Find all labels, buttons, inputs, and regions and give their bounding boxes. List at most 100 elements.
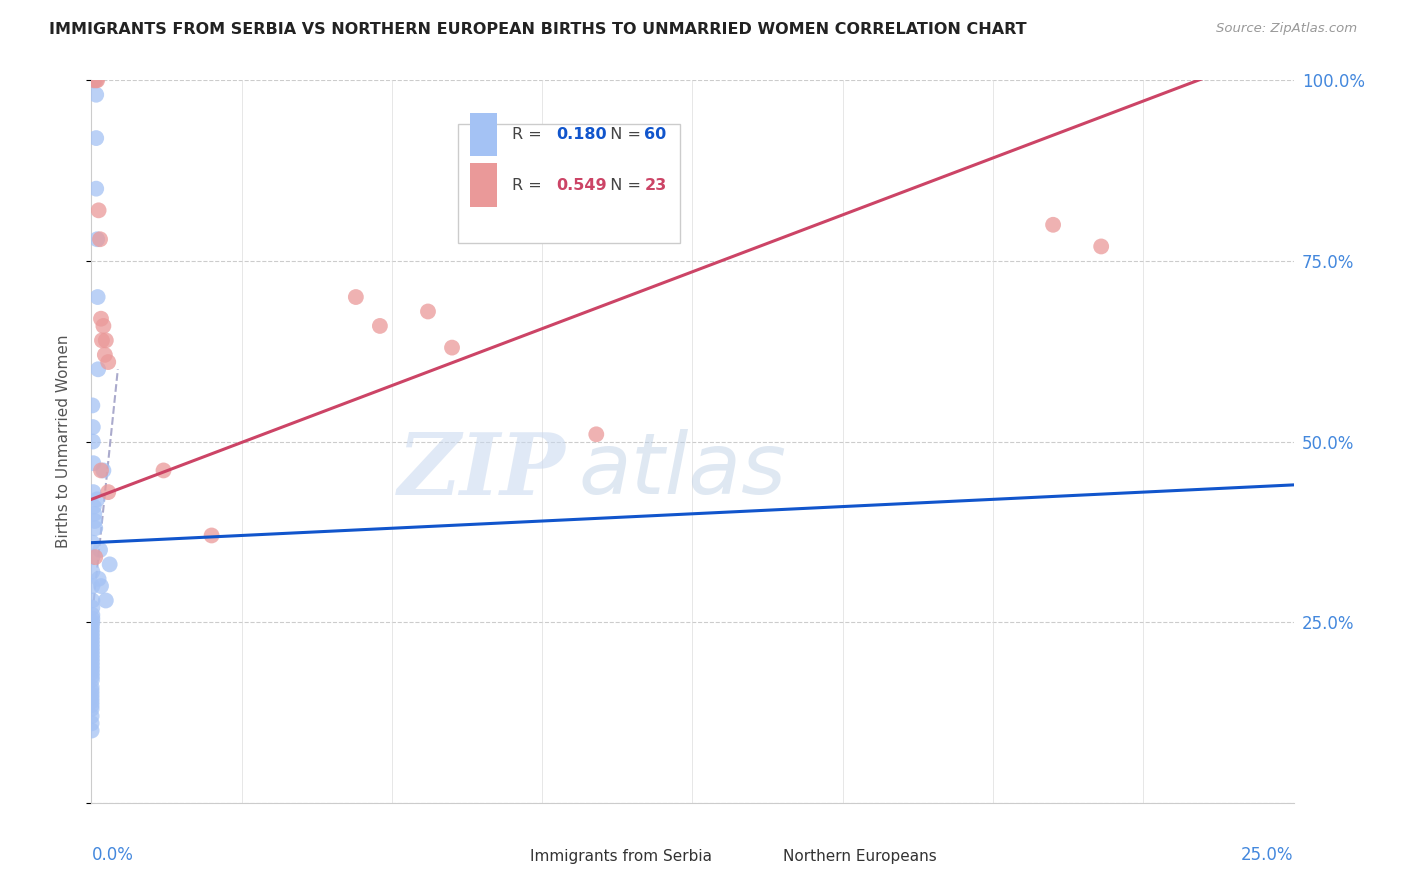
Text: 60: 60 [644, 127, 666, 142]
Point [97, 485, 120, 500]
Point [83, 73, 105, 87]
Point [82, 420, 104, 434]
Point [97, 355, 120, 369]
Text: Northern Europeans: Northern Europeans [783, 849, 936, 863]
Point [84, 182, 107, 196]
Point [80, 683, 103, 698]
Point [152, 463, 174, 477]
Point [94, 334, 117, 348]
Text: IMMIGRANTS FROM SERBIA VS NORTHERN EUROPEAN BIRTHS TO UNMARRIED WOMEN CORRELATIO: IMMIGRANTS FROM SERBIA VS NORTHERN EUROP… [49, 22, 1026, 37]
Point [84, 131, 107, 145]
Point [80, 695, 103, 709]
FancyBboxPatch shape [747, 843, 773, 870]
Point [80, 633, 103, 648]
Point [80, 630, 103, 644]
Text: 25.0%: 25.0% [1241, 847, 1294, 864]
Point [87, 203, 110, 218]
Point [84, 521, 107, 535]
Point [82, 565, 104, 579]
Text: 23: 23 [644, 178, 666, 193]
Point [91, 334, 114, 348]
Text: N =: N = [600, 178, 645, 193]
Text: R =: R = [512, 127, 547, 142]
Point [82, 615, 104, 630]
Point [82, 535, 104, 549]
Text: ZIP: ZIP [398, 429, 567, 512]
Point [82, 593, 104, 607]
Point [87, 572, 110, 586]
Point [82, 611, 104, 625]
Point [84, 550, 107, 565]
Point [80, 669, 103, 683]
Point [82, 550, 104, 565]
Point [93, 318, 115, 333]
Text: 0.549: 0.549 [557, 178, 607, 193]
Point [80, 662, 103, 676]
Point [86, 290, 108, 304]
Point [83, 73, 105, 87]
Point [80, 698, 103, 713]
Point [87, 362, 110, 376]
Point [82, 600, 104, 615]
Point [80, 691, 103, 706]
Point [82, 398, 104, 412]
Text: 0.0%: 0.0% [91, 847, 134, 864]
Point [80, 637, 103, 651]
Point [80, 648, 103, 662]
Text: Source: ZipAtlas.com: Source: ZipAtlas.com [1216, 22, 1357, 36]
Point [80, 644, 103, 658]
Point [80, 687, 103, 701]
Point [98, 558, 121, 572]
Point [83, 514, 105, 528]
Point [83, 73, 105, 87]
Point [80, 673, 103, 687]
Point [368, 318, 391, 333]
FancyBboxPatch shape [470, 112, 496, 156]
Point [84, 87, 107, 102]
Point [90, 463, 112, 477]
Point [82, 434, 104, 449]
Text: Immigrants from Serbia: Immigrants from Serbia [530, 849, 713, 863]
Point [80, 658, 103, 673]
Y-axis label: Births to Unmarried Women: Births to Unmarried Women [56, 334, 70, 549]
Point [80, 709, 103, 723]
Point [83, 73, 105, 87]
Point [1042, 218, 1064, 232]
Point [80, 640, 103, 655]
Point [82, 607, 104, 622]
Point [90, 579, 112, 593]
Point [416, 304, 439, 318]
Point [94, 348, 117, 362]
Point [90, 311, 112, 326]
Text: 0.180: 0.180 [557, 127, 607, 142]
Point [80, 655, 103, 669]
Point [82, 579, 104, 593]
Point [86, 232, 108, 246]
Point [80, 623, 103, 637]
Point [585, 427, 607, 442]
Point [82, 456, 104, 470]
Point [80, 619, 103, 633]
Point [83, 500, 105, 514]
FancyBboxPatch shape [470, 163, 496, 207]
Text: atlas: atlas [578, 429, 786, 512]
Text: N =: N = [600, 127, 645, 142]
Point [80, 680, 103, 694]
Point [86, 492, 108, 507]
Point [80, 702, 103, 716]
Point [94, 593, 117, 607]
FancyBboxPatch shape [458, 124, 681, 243]
Point [80, 723, 103, 738]
Point [200, 528, 222, 542]
Point [84, 73, 107, 87]
Point [440, 341, 463, 355]
Point [83, 507, 105, 521]
Point [344, 290, 367, 304]
Point [1090, 239, 1112, 253]
Point [89, 542, 111, 557]
Point [82, 485, 104, 500]
Point [80, 716, 103, 731]
FancyBboxPatch shape [494, 843, 520, 870]
Point [89, 232, 111, 246]
Point [80, 626, 103, 640]
